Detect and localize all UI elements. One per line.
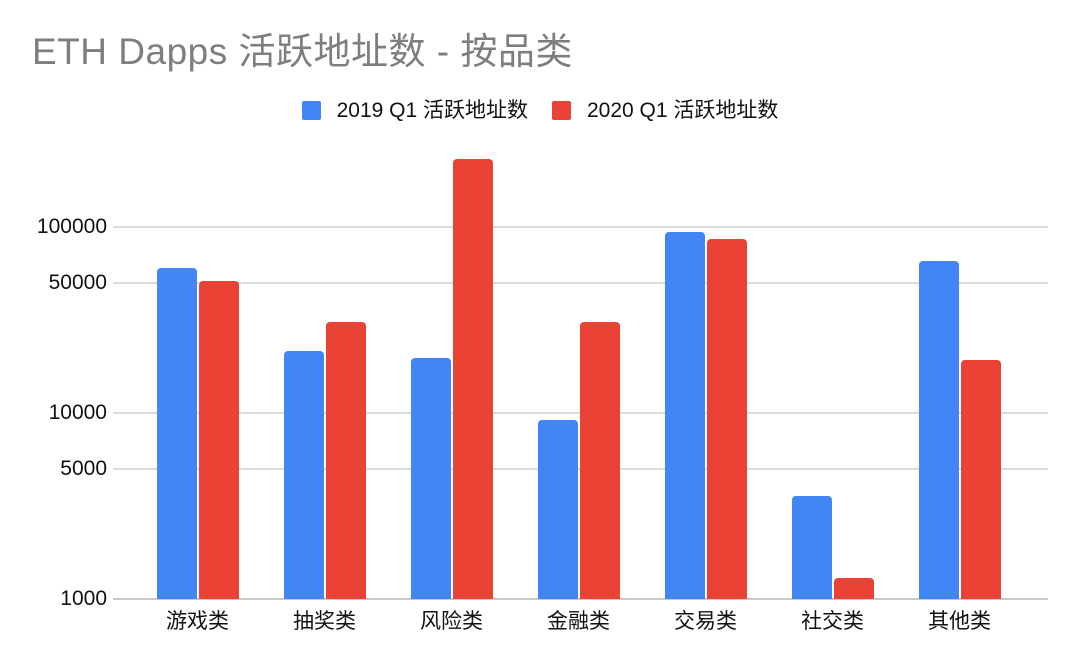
bar-group-3 <box>388 140 515 599</box>
y-axis: 1000 5000 10000 50000 100000 <box>0 140 107 610</box>
legend-item-2019-q1[interactable]: 2019 Q1 活跃地址数 <box>301 98 528 122</box>
chart-title: ETH Dapps 活跃地址数 - 按品类 <box>32 31 573 72</box>
bar-2020-q1-cat7[interactable] <box>960 359 1001 599</box>
bar-2020-q1-cat5[interactable] <box>706 239 747 599</box>
y-tick-label-100000: 100000 <box>36 215 107 238</box>
legend-label-2019-q1: 2019 Q1 活跃地址数 <box>336 98 528 122</box>
legend-label-2020-q1: 2020 Q1 活跃地址数 <box>587 98 779 122</box>
x-category-label-3: 风险类 <box>420 610 483 633</box>
bar-2019-q1-cat6[interactable] <box>791 495 832 599</box>
x-category-label-2: 抽奖类 <box>293 610 356 633</box>
bar-2020-q1-cat4[interactable] <box>579 321 620 599</box>
gridline-100000 <box>113 226 1048 228</box>
bar-2020-q1-cat3[interactable] <box>452 158 493 599</box>
bar-group-5 <box>642 140 769 599</box>
bar-2020-q1-cat6[interactable] <box>833 577 874 599</box>
bar-2020-q1-cat1[interactable] <box>198 281 239 599</box>
y-tick-label-1000: 1000 <box>60 587 107 610</box>
x-category-label-1: 游戏类 <box>166 610 229 633</box>
bar-group-7 <box>896 140 1023 599</box>
bar-2019-q1-cat4[interactable] <box>537 419 578 599</box>
bar-2019-q1-cat3[interactable] <box>410 357 451 599</box>
legend-swatch-2019-q1-icon <box>301 100 321 120</box>
y-tick-label-50000: 50000 <box>48 271 107 294</box>
bar-2019-q1-cat7[interactable] <box>918 260 959 599</box>
bar-2020-q1-cat2[interactable] <box>325 321 366 599</box>
bars-row <box>134 140 1023 599</box>
x-category-label-6: 社交类 <box>801 610 864 633</box>
bar-2019-q1-cat1[interactable] <box>156 268 197 599</box>
x-category-label-5: 交易类 <box>674 610 737 633</box>
bar-group-1 <box>134 140 261 599</box>
y-tick-label-5000: 5000 <box>60 457 107 480</box>
gridline-50000 <box>113 282 1048 284</box>
bar-2019-q1-cat5[interactable] <box>664 232 705 599</box>
plot-area <box>113 140 1048 600</box>
y-tick-label-10000: 10000 <box>48 401 107 424</box>
x-axis-baseline <box>113 598 1048 600</box>
bar-2019-q1-cat2[interactable] <box>283 351 324 599</box>
x-category-label-7: 其他类 <box>928 610 991 633</box>
bar-group-6 <box>769 140 896 599</box>
bar-group-4 <box>515 140 642 599</box>
x-category-label-4: 金融类 <box>547 610 610 633</box>
legend-swatch-2020-q1-icon <box>552 100 571 120</box>
bar-group-2 <box>261 140 388 599</box>
legend-item-2020-q1[interactable]: 2020 Q1 活跃地址数 <box>552 100 778 121</box>
x-axis: 游戏类 抽奖类 风险类 金融类 交易类 社交类 其他类 <box>134 610 1023 636</box>
legend: 2019 Q1 活跃地址数 2020 Q1 活跃地址数 <box>0 98 1080 122</box>
